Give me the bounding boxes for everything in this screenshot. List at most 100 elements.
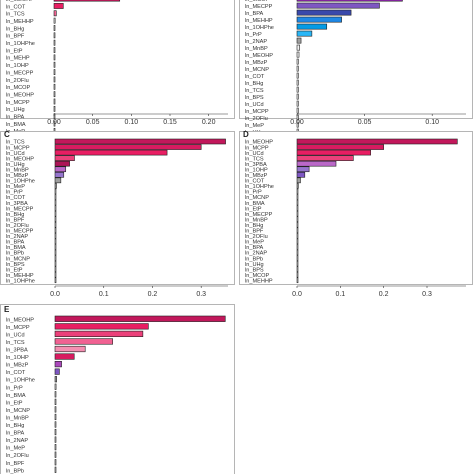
category-label: ln_BHg: [6, 212, 24, 218]
bar: [54, 466, 57, 473]
bar: [296, 30, 313, 37]
category-label: ln_PrP: [6, 190, 23, 196]
bar: [296, 23, 328, 30]
category-label: ln_COT: [245, 179, 265, 185]
panel-label: D: [243, 130, 249, 139]
bar: [54, 194, 57, 200]
bar: [54, 271, 57, 278]
bar: [296, 244, 299, 250]
bar: [296, 121, 299, 128]
bar: [54, 260, 57, 267]
category-label: ln_EtP: [245, 206, 262, 212]
category-label: ln_BHg: [6, 423, 24, 429]
category-label: ln_MCOP: [245, 0, 270, 3]
bar: [54, 149, 168, 156]
bar: [296, 188, 299, 195]
bar: [54, 188, 57, 195]
bar: [54, 249, 57, 256]
panel-frame: [239, 0, 473, 119]
category-label: ln_BPF: [245, 229, 264, 235]
category-label: ln_MECPP: [245, 212, 273, 218]
bar: [54, 266, 57, 272]
bar: [54, 199, 57, 206]
bar: [296, 266, 299, 272]
bar: [296, 37, 302, 44]
category-label: ln_1OHP: [245, 167, 268, 173]
bar: [54, 353, 75, 360]
bar: [296, 199, 299, 206]
category-label: ln_1OHPhe: [6, 278, 35, 284]
category-label: ln_BPA: [6, 240, 25, 246]
category-label: ln_MnBP: [245, 217, 268, 223]
category-label: ln_2NAP: [6, 234, 28, 240]
category-label: ln_1OHPhe: [6, 378, 35, 384]
category-label: ln_MCPP: [245, 145, 269, 151]
category-label: ln_BPS: [6, 262, 25, 268]
category-label: ln_MeP: [6, 184, 25, 190]
x-tick-label: 0.1: [335, 291, 345, 298]
category-label: ln_MBzP: [6, 173, 29, 179]
category-label: ln_MeP: [245, 123, 264, 129]
category-label: ln_MBzP: [6, 363, 29, 369]
bar: [54, 238, 57, 245]
category-label: ln_MEOHP: [245, 140, 273, 146]
bar: [296, 260, 299, 267]
category-label: ln_1OHPhe: [6, 179, 35, 185]
x-tick-label: 0.2: [148, 291, 158, 298]
x-tick-label: 0.0: [292, 291, 302, 298]
bar: [53, 17, 56, 24]
category-label: ln_BPb: [6, 468, 24, 474]
bar: [296, 210, 299, 217]
bar: [54, 421, 57, 428]
x-tick-label: 0.20: [202, 119, 216, 126]
bar: [53, 39, 56, 46]
category-label: ln_MEOHP: [6, 92, 34, 98]
category-label: ln_MeP: [245, 240, 264, 246]
category-label: ln_1OHP: [6, 355, 29, 361]
category-label: ln_2OFlu: [245, 234, 268, 240]
category-label: ln_MCNP: [6, 256, 30, 262]
x-tick-label: 0.2: [379, 291, 389, 298]
panel-frame: [0, 0, 235, 119]
bar: [54, 155, 75, 161]
bar: [296, 183, 299, 189]
category-label: ln_MCPP: [245, 109, 269, 115]
category-label: ln_BPA: [6, 431, 25, 437]
bar: [53, 0, 121, 2]
category-label: ln_BPb: [6, 251, 24, 257]
category-label: ln_COT: [6, 195, 26, 201]
bar: [296, 160, 337, 167]
bar: [54, 398, 57, 405]
category-label: ln_3PBA: [245, 162, 267, 168]
category-label: ln_TCS: [6, 12, 25, 18]
category-label: ln_COT: [6, 370, 26, 376]
category-label: ln_BPA: [245, 245, 264, 251]
bar: [296, 2, 380, 9]
bar: [296, 172, 306, 178]
bar: [53, 113, 56, 120]
panel-frame: [0, 304, 235, 474]
category-label: ln_1OHP: [6, 63, 29, 69]
category-label: ln_MEHP: [6, 56, 30, 62]
panel-frame: [239, 131, 473, 285]
bar: [54, 413, 57, 421]
category-label: ln_TCS: [6, 340, 25, 346]
category-label: ln_COT: [245, 74, 265, 80]
bar: [296, 0, 403, 2]
category-label: ln_UCd: [245, 151, 264, 157]
category-label: ln_2OFlu: [6, 223, 29, 229]
category-label: ln_MCNP: [6, 408, 30, 414]
bar: [54, 383, 57, 390]
category-label: ln_TCS: [245, 156, 264, 162]
x-tick-label: 0.10: [425, 119, 439, 126]
bar: [296, 16, 342, 23]
category-label: ln_2NAP: [6, 438, 28, 444]
bar: [53, 69, 56, 75]
bar: [296, 144, 384, 150]
bar: [53, 10, 57, 17]
category-label: ln_MEOHP: [6, 0, 34, 3]
category-label: ln_UCd: [245, 102, 264, 108]
category-label: ln_MCPP: [6, 325, 30, 331]
bar: [54, 205, 57, 211]
